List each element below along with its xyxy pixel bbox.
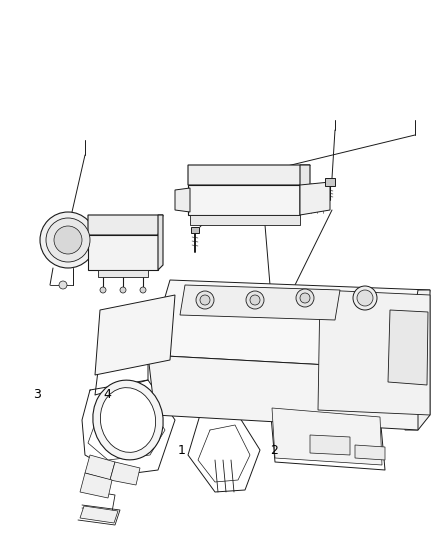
Polygon shape [188,165,310,185]
Text: 3: 3 [33,388,41,401]
Polygon shape [80,473,112,498]
Polygon shape [95,295,175,375]
Polygon shape [318,290,430,415]
Circle shape [59,281,67,289]
Circle shape [300,293,310,303]
Polygon shape [310,435,350,455]
Polygon shape [355,445,385,460]
Polygon shape [98,270,148,277]
Polygon shape [272,408,382,465]
Polygon shape [300,165,310,215]
Circle shape [54,226,82,254]
Polygon shape [85,455,115,480]
Polygon shape [191,227,199,233]
Ellipse shape [100,387,155,453]
Polygon shape [325,178,335,186]
Circle shape [140,287,146,293]
Polygon shape [405,290,430,430]
Circle shape [46,218,90,262]
Polygon shape [175,188,190,212]
Circle shape [100,287,106,293]
Circle shape [353,286,377,310]
Text: 4: 4 [103,388,111,401]
Polygon shape [148,355,418,430]
Polygon shape [148,280,430,370]
Circle shape [250,295,260,305]
Ellipse shape [93,380,163,460]
Polygon shape [188,185,300,215]
Text: 2: 2 [270,444,278,457]
Polygon shape [110,462,140,485]
Circle shape [357,290,373,306]
Circle shape [200,295,210,305]
Polygon shape [190,215,300,225]
Text: 1: 1 [178,444,186,457]
Polygon shape [88,235,158,270]
Polygon shape [388,310,428,385]
Circle shape [246,291,264,309]
Polygon shape [88,215,163,235]
Polygon shape [300,182,330,215]
Polygon shape [158,215,163,270]
Polygon shape [80,506,118,523]
Circle shape [40,212,96,268]
Circle shape [296,289,314,307]
Circle shape [196,291,214,309]
Circle shape [120,287,126,293]
Polygon shape [180,285,340,320]
